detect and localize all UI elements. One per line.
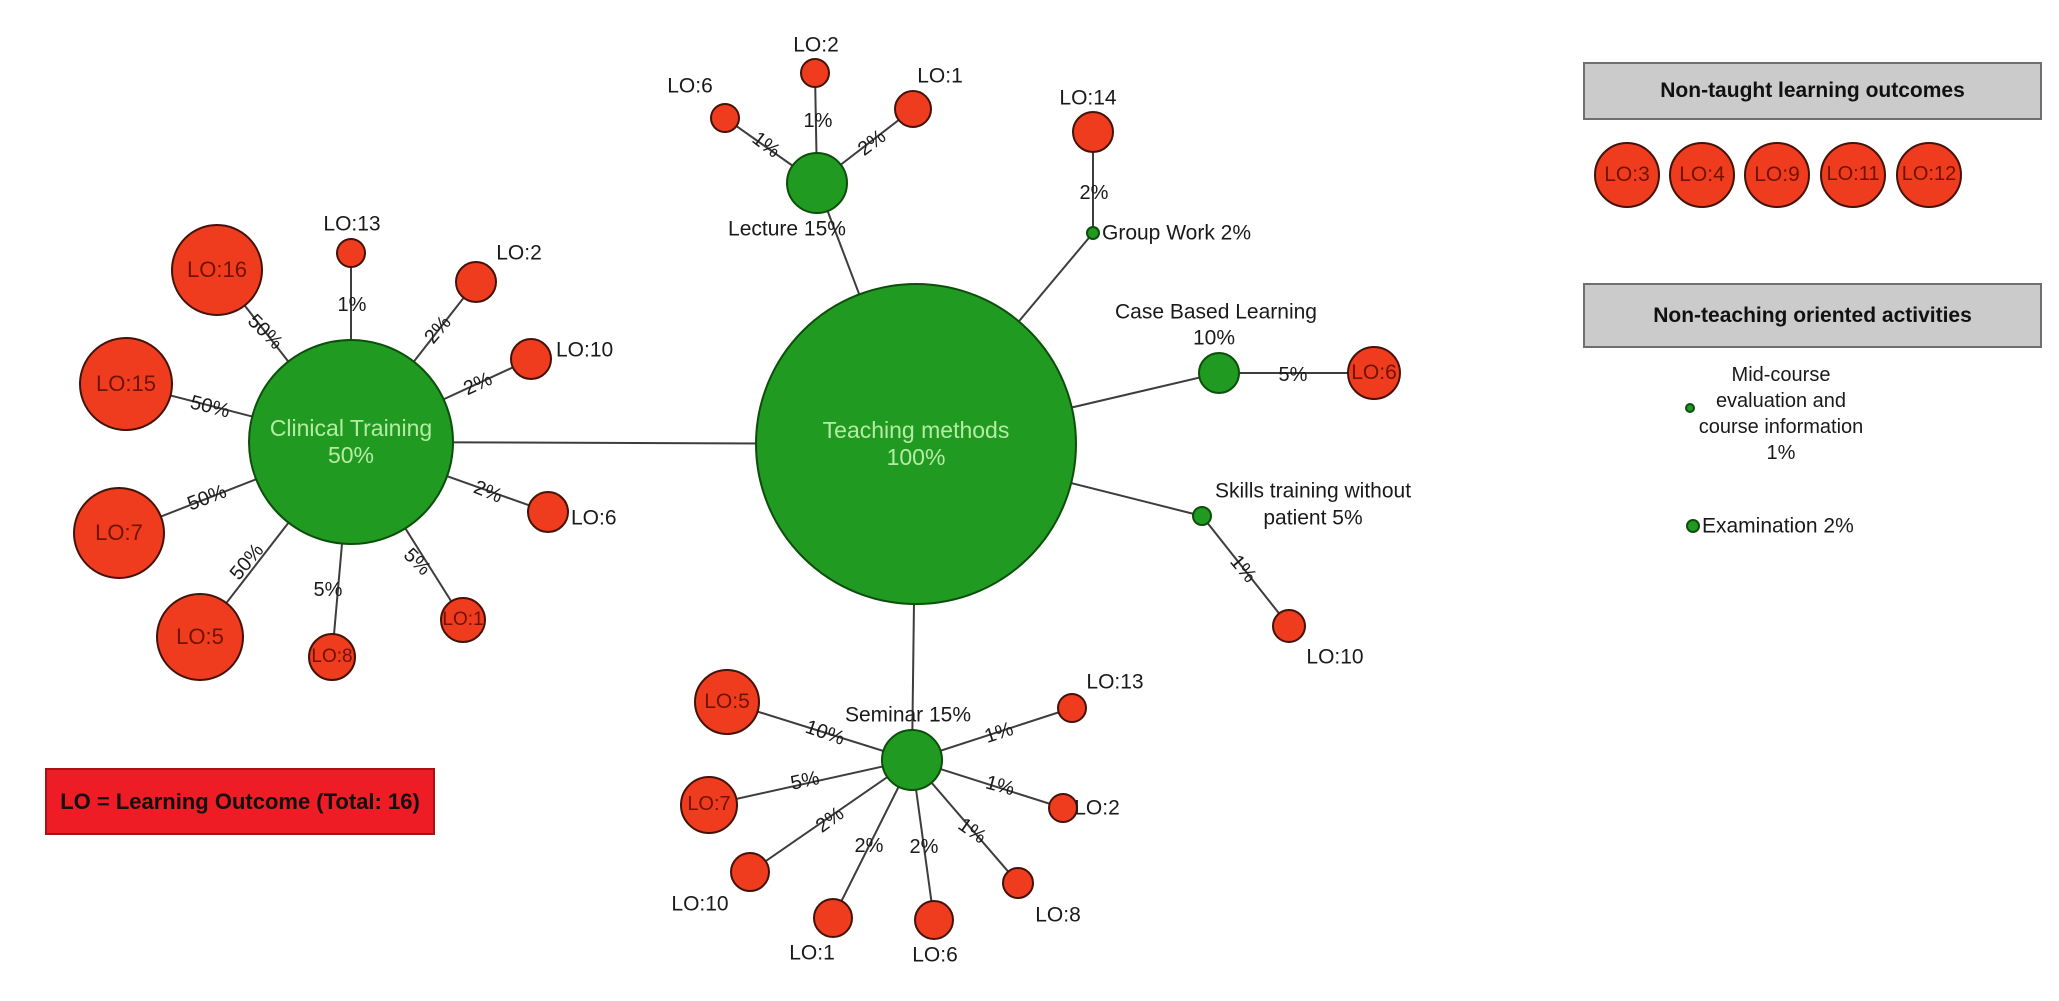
- node-group-work: [1086, 226, 1100, 240]
- node-seminar-lo13: [1057, 693, 1087, 723]
- node-nontaught-lo12: LO:12: [1896, 142, 1962, 208]
- edge-label-lo14: 2%: [1079, 182, 1109, 204]
- node-teaching-methods: Teaching methods 100%: [755, 283, 1077, 605]
- label-skills-training: Skills training without patient 5%: [1214, 479, 1412, 530]
- node-clinical-lo7: LO:7: [73, 487, 165, 579]
- node-midcourse-bullet: [1685, 403, 1695, 413]
- node-clinical-lo15-label: LO:15: [96, 371, 156, 397]
- node-seminar-lo8: [1002, 867, 1034, 899]
- label-clinical-lo2: LO:2: [496, 241, 542, 265]
- node-nontaught-lo9-label: LO:9: [1754, 162, 1800, 186]
- node-teaching-methods-label: Teaching methods 100%: [822, 416, 1010, 470]
- node-clinical-training-label: Clinical Training 50%: [269, 414, 433, 468]
- node-seminar-lo1: [813, 898, 853, 938]
- edge-label-lecture-lo2: 1%: [803, 110, 833, 132]
- label-seminar: Seminar 15%: [844, 703, 972, 727]
- node-seminar-lo7: LO:7: [680, 776, 738, 834]
- node-clinical-lo5: LO:5: [156, 593, 244, 681]
- node-clinical-lo10: [510, 338, 552, 380]
- node-lecture: [786, 152, 848, 214]
- edge-label-seminar-lo6: 2%: [909, 836, 939, 858]
- label-seminar-lo6: LO:6: [912, 943, 958, 967]
- label-clinical-lo10: LO:10: [556, 338, 614, 362]
- node-seminar-lo10: [730, 852, 770, 892]
- node-lecture-lo6: [710, 103, 740, 133]
- node-clinical-lo13: [336, 238, 366, 268]
- node-case-based-learning: [1198, 352, 1240, 394]
- node-clinical-lo15: LO:15: [79, 337, 173, 431]
- node-seminar-lo7-label: LO:7: [687, 793, 731, 816]
- label-lecture-lo1: LO:1: [917, 64, 963, 88]
- node-lo14: [1072, 111, 1114, 153]
- node-clinical-lo7-label: LO:7: [95, 520, 143, 546]
- edge-label-cbl-lo6: 5%: [1278, 364, 1308, 386]
- node-clinical-lo16: LO:16: [171, 224, 263, 316]
- label-case-based-pct: 10%: [1192, 326, 1236, 350]
- label-midcourse: Mid-course evaluation and course informa…: [1698, 364, 1864, 464]
- node-nontaught-lo4-label: LO:4: [1679, 162, 1725, 186]
- node-skills-training: [1192, 506, 1212, 526]
- node-clinical-lo6: [527, 491, 569, 533]
- label-seminar-lo2: LO:2: [1074, 796, 1120, 820]
- non-taught-panel-header: Non-taught learning outcomes: [1583, 62, 2042, 120]
- non-teaching-panel-header: Non-teaching oriented activities: [1583, 283, 2042, 348]
- label-seminar-lo10: LO:10: [671, 892, 729, 916]
- node-clinical-lo1-label: LO:1: [442, 608, 484, 630]
- label-lecture: Lecture 15%: [728, 217, 846, 241]
- node-clinical-training: Clinical Training 50%: [248, 339, 454, 545]
- node-nontaught-lo12-label: LO:12: [1901, 163, 1957, 186]
- node-clinical-lo5-label: LO:5: [176, 624, 224, 650]
- node-nontaught-lo11: LO:11: [1820, 142, 1886, 208]
- edge-label-seminar-lo1: 2%: [854, 835, 884, 857]
- node-seminar-lo6: [914, 900, 954, 940]
- legend-text: LO = Learning Outcome (Total: 16): [60, 788, 420, 814]
- legend-box: LO = Learning Outcome (Total: 16): [45, 768, 435, 835]
- label-lecture-lo2: LO:2: [793, 33, 839, 57]
- label-seminar-lo8: LO:8: [1035, 903, 1081, 927]
- label-clinical-lo6: LO:6: [571, 506, 617, 530]
- node-skills-lo10: [1272, 609, 1306, 643]
- node-seminar-lo5: LO:5: [694, 669, 760, 735]
- label-case-based-learning: Case Based Learning: [1115, 300, 1317, 324]
- label-clinical-lo13: LO:13: [323, 212, 381, 236]
- node-examination-bullet: [1686, 519, 1700, 533]
- label-lecture-lo6: LO:6: [667, 74, 713, 98]
- node-nontaught-lo4: LO:4: [1669, 142, 1735, 208]
- node-nontaught-lo3-label: LO:3: [1604, 162, 1650, 186]
- label-seminar-lo13: LO:13: [1086, 670, 1144, 694]
- label-skills-lo10: LO:10: [1306, 645, 1364, 669]
- node-nontaught-lo11-label: LO:11: [1826, 163, 1880, 186]
- node-seminar-lo5-label: LO:5: [704, 689, 750, 713]
- node-seminar: [881, 729, 943, 791]
- node-clinical-lo16-label: LO:16: [187, 257, 247, 283]
- edge-label-clinical-lo13: 1%: [337, 294, 367, 316]
- node-seminar-lo2: [1048, 793, 1078, 823]
- node-cbl-lo6-label: LO:6: [1351, 360, 1397, 384]
- label-lo14: LO:14: [1059, 86, 1117, 110]
- non-teaching-panel-title: Non-teaching oriented activities: [1653, 303, 1972, 327]
- node-lecture-lo1: [894, 90, 932, 128]
- edge-line: [1201, 515, 1290, 627]
- edge-label-clinical-lo8: 5%: [313, 579, 343, 601]
- non-taught-panel-title: Non-taught learning outcomes: [1660, 79, 1965, 102]
- label-group-work: Group Work 2%: [1102, 221, 1251, 245]
- node-clinical-lo8: LO:8: [308, 633, 356, 681]
- node-nontaught-lo3: LO:3: [1594, 142, 1660, 208]
- node-cbl-lo6: LO:6: [1347, 346, 1401, 400]
- label-examination: Examination 2%: [1702, 514, 1854, 538]
- node-clinical-lo1: LO:1: [440, 597, 486, 643]
- node-lecture-lo2: [800, 58, 830, 88]
- edge-line: [708, 759, 913, 806]
- node-clinical-lo8-label: LO:8: [311, 645, 353, 667]
- label-seminar-lo1: LO:1: [789, 941, 835, 965]
- edge-line: [749, 759, 913, 873]
- node-clinical-lo2: [455, 261, 497, 303]
- node-nontaught-lo9: LO:9: [1744, 142, 1810, 208]
